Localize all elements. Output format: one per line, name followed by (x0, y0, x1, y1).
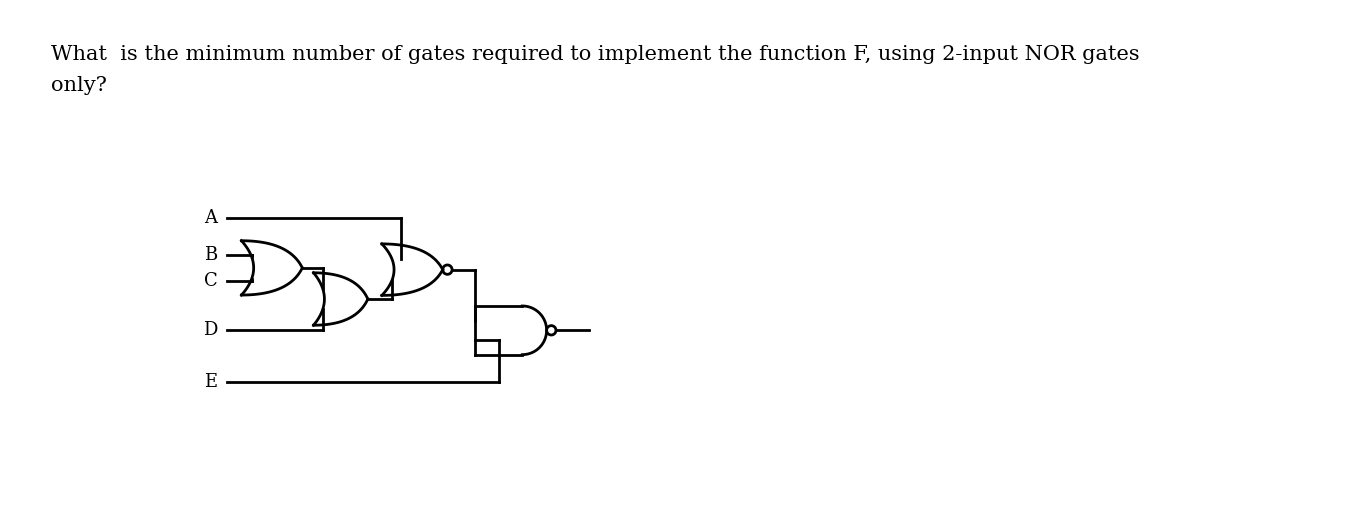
Text: A: A (204, 209, 218, 227)
Text: E: E (204, 372, 218, 391)
Text: C: C (204, 271, 218, 290)
Text: B: B (204, 246, 218, 264)
Text: only?: only? (51, 76, 107, 95)
Text: D: D (203, 321, 218, 339)
Text: What  is the minimum number of gates required to implement the function F, using: What is the minimum number of gates requ… (51, 45, 1140, 64)
